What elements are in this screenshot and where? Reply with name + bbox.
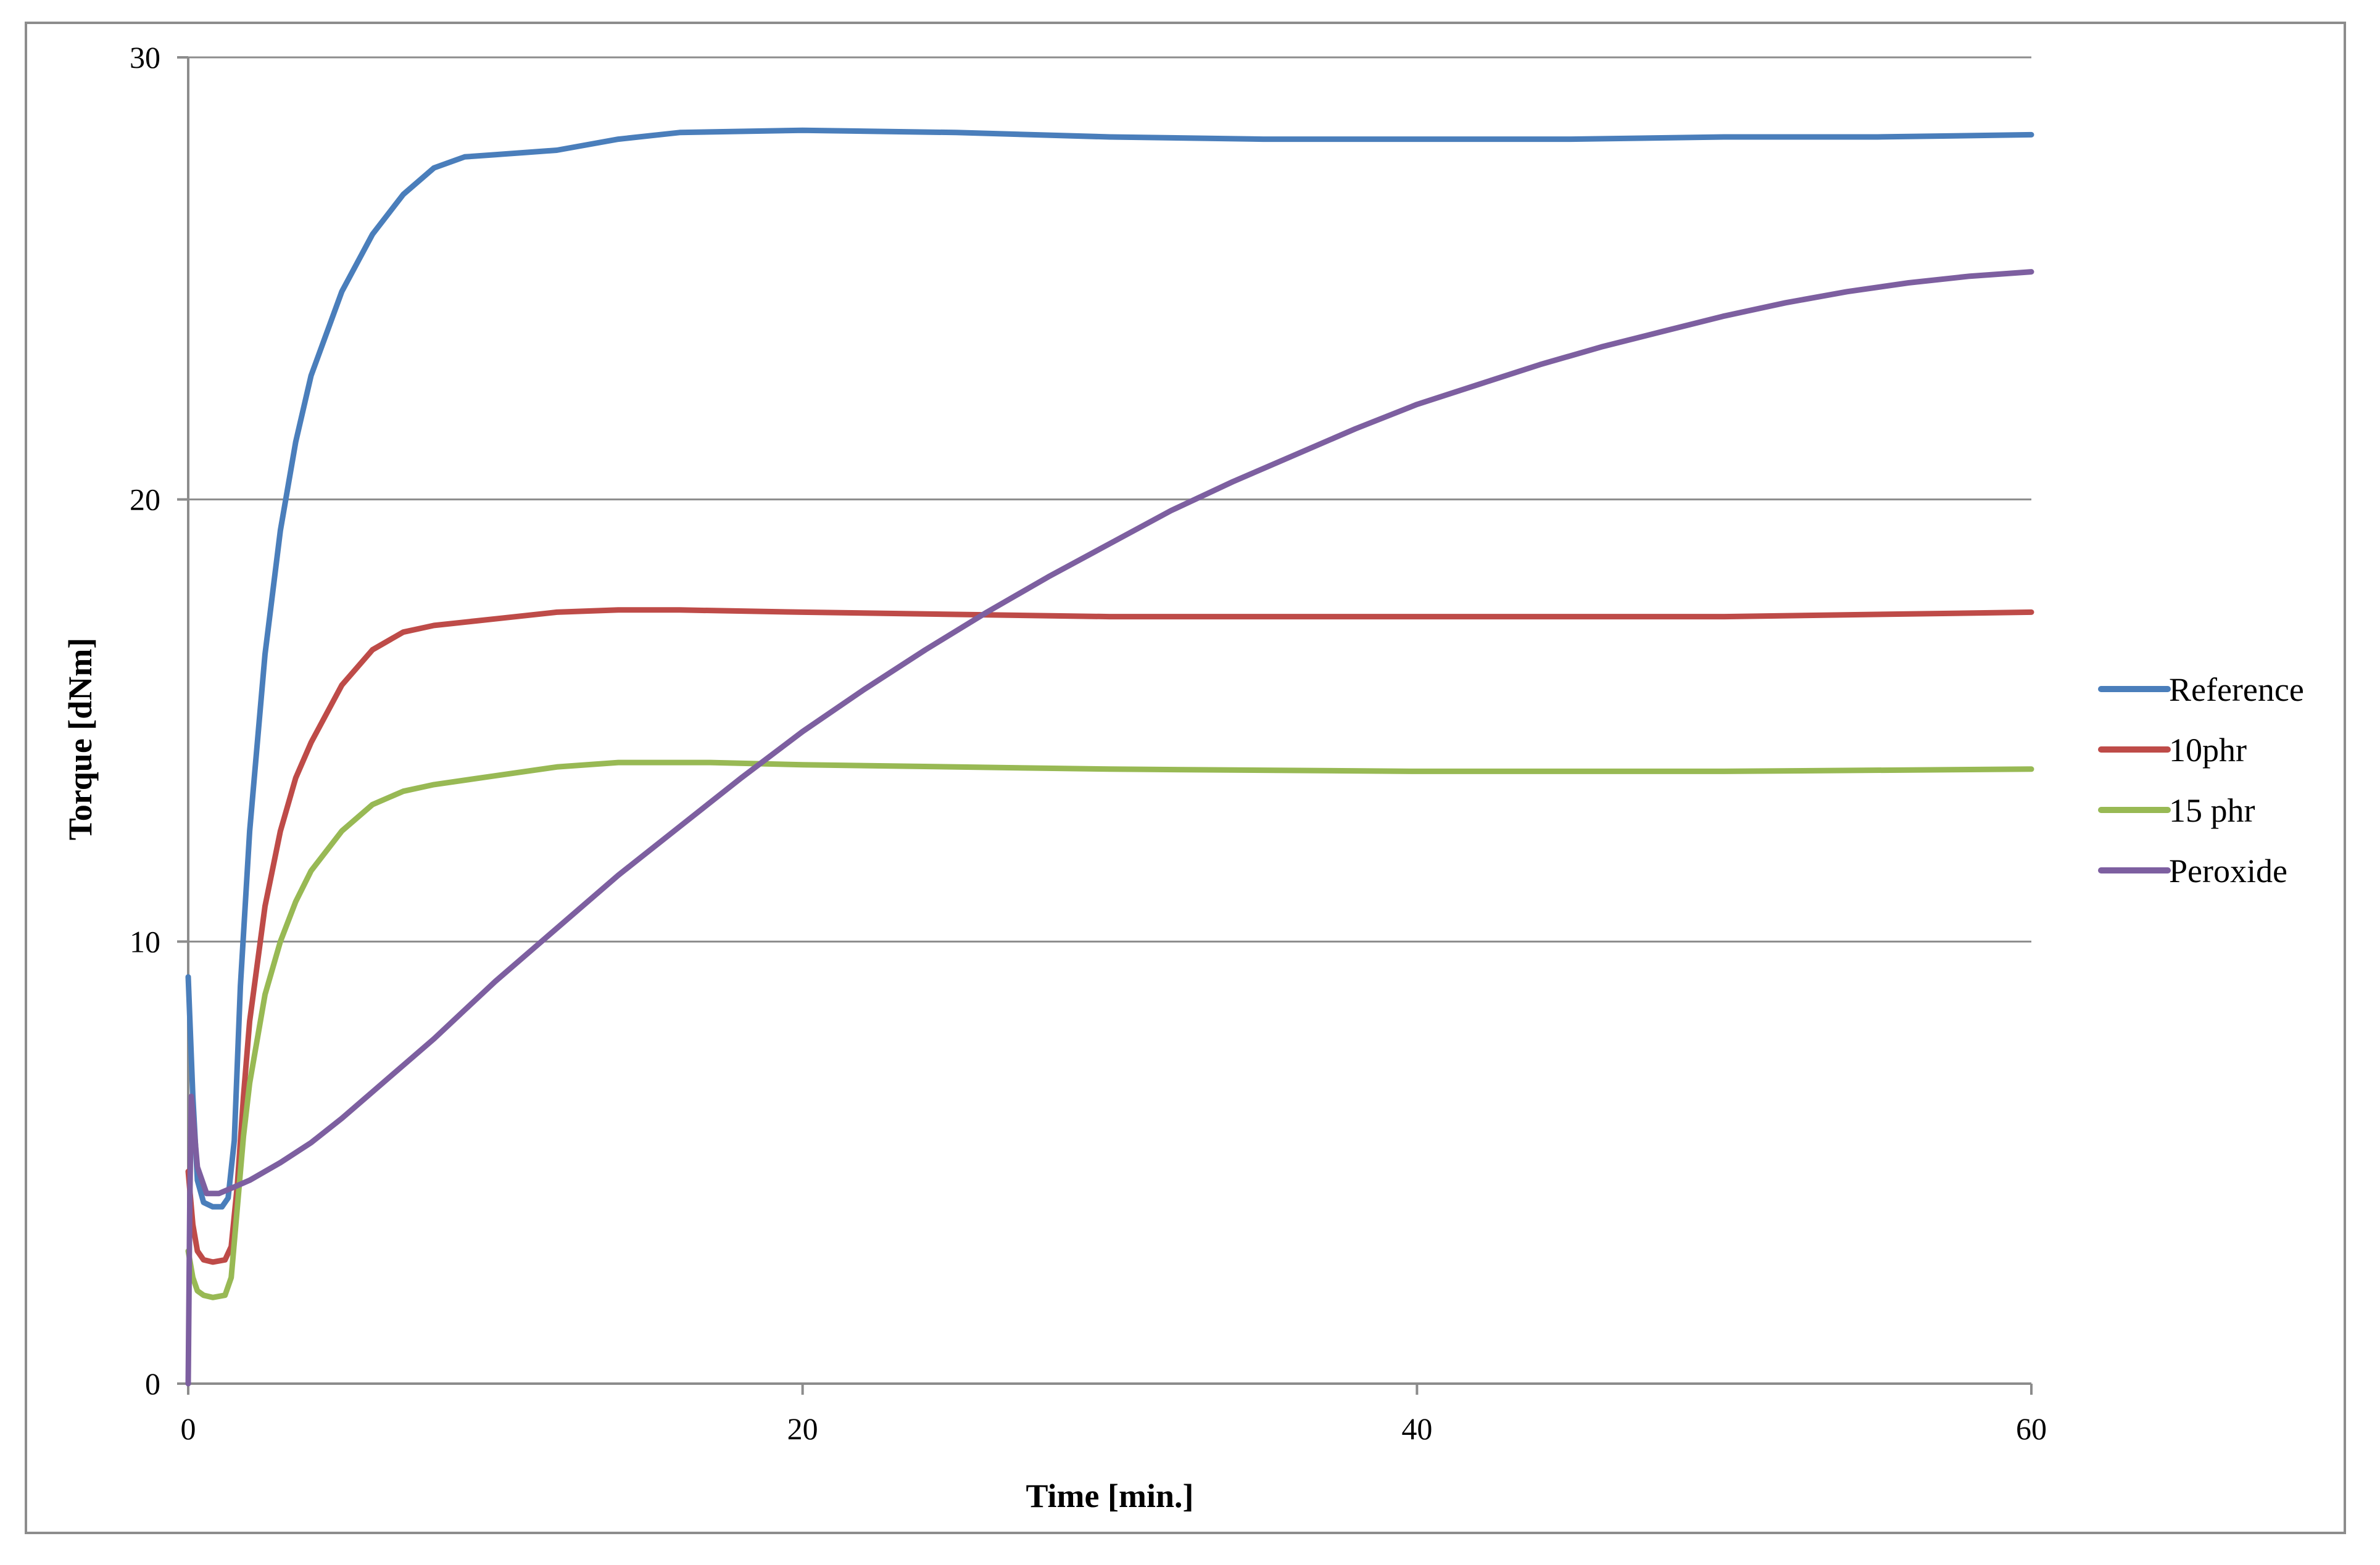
legend-label: 15 phr xyxy=(2169,792,2255,829)
tick-label-y: 0 xyxy=(145,1366,160,1401)
legend-item: 15 phr xyxy=(2098,792,2255,829)
series-line-peroxide xyxy=(185,269,2034,1387)
series-line-reference xyxy=(185,127,2034,1210)
legend-item: 10phr xyxy=(2098,732,2247,769)
tick-label-y: 10 xyxy=(130,924,160,959)
tick-label-x: 40 xyxy=(1401,1411,1432,1446)
tick-labels: 0 10 20 30 0 20 40 60 xyxy=(130,40,2047,1446)
y-axis-title: Torque [dNm] xyxy=(62,638,99,841)
gridlines xyxy=(188,56,2031,943)
chart-frame xyxy=(25,22,2346,1534)
legend: Reference 10phr 15 phr Peroxide xyxy=(2098,671,2304,890)
legend-item: Reference xyxy=(2098,671,2304,708)
axes xyxy=(187,57,2031,1385)
x-axis-title: Time [min.] xyxy=(1026,1477,1194,1514)
legend-item: Peroxide xyxy=(2098,853,2287,890)
tick-label-y: 20 xyxy=(130,482,160,517)
tick-label-x: 0 xyxy=(181,1411,196,1446)
tick-label-x: 60 xyxy=(2016,1411,2047,1446)
series-line-10phr xyxy=(185,607,2034,1265)
series-line-15-phr xyxy=(185,759,2034,1300)
legend-label: Reference xyxy=(2169,671,2304,708)
legend-label: 10phr xyxy=(2169,732,2247,769)
tick-label-x: 20 xyxy=(787,1411,818,1446)
tick-label-y: 30 xyxy=(130,40,160,75)
series-lines xyxy=(185,127,2034,1387)
legend-label: Peroxide xyxy=(2169,853,2287,890)
tick-marks xyxy=(177,56,2033,1395)
